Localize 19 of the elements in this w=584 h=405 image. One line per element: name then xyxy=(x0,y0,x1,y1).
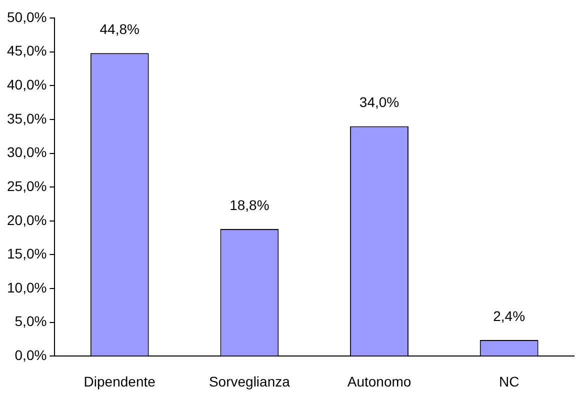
x-tick-label: Sorveglianza xyxy=(208,373,290,390)
y-tick-label: 50,0% xyxy=(6,8,47,25)
y-tick-label: 40,0% xyxy=(6,76,47,92)
y-tick-label: 15,0% xyxy=(6,246,47,262)
y-tick-label: 30,0% xyxy=(6,144,47,160)
y-tick-label: 5,0% xyxy=(14,313,47,330)
y-tick-label: 10,0% xyxy=(6,279,47,296)
x-tick-label: NC xyxy=(498,373,520,390)
y-tick-label: 35,0% xyxy=(6,110,47,126)
x-tick-label: Dipendente xyxy=(84,373,156,390)
y-tick-label: 45,0% xyxy=(6,42,47,59)
data-label: 34,0% xyxy=(359,94,400,110)
y-tick-label: 20,0% xyxy=(6,212,47,228)
y-tick-label: 25,0% xyxy=(6,178,47,194)
data-label: 44,8% xyxy=(100,21,140,38)
data-label: 2,4% xyxy=(493,308,526,324)
y-tick-label: 0,0% xyxy=(14,347,47,364)
x-tick-label: Autonomo xyxy=(347,373,412,390)
data-label: 18,8% xyxy=(230,196,270,213)
